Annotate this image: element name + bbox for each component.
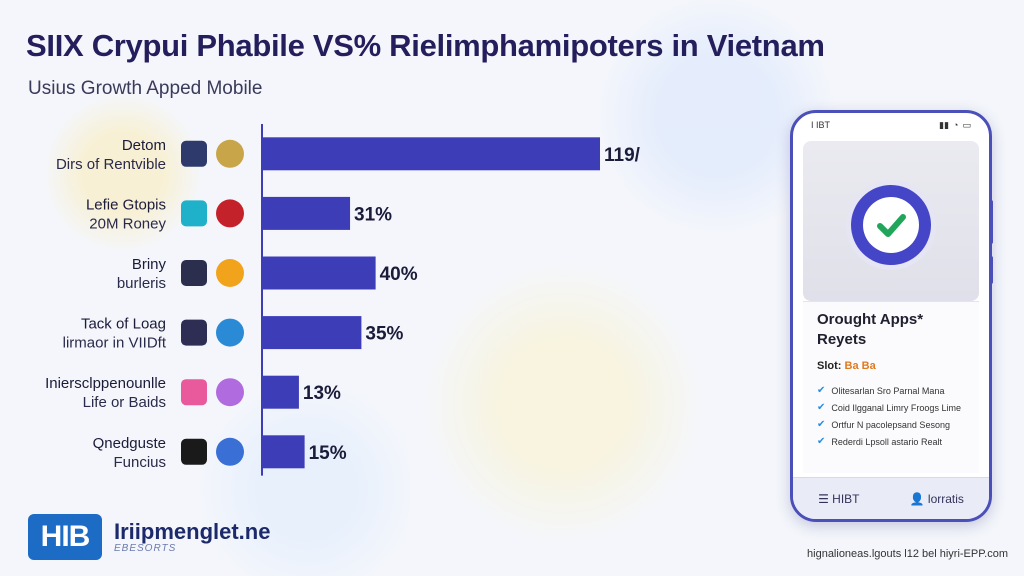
app-icon: [216, 437, 244, 466]
list-item: ✔ Coid Ilgganal Limry Froogs Lime: [817, 402, 961, 413]
check-icon: [877, 214, 906, 237]
category-sublabel: burleris: [117, 275, 166, 292]
category-sublabel: Dirs of Rentvible: [56, 156, 166, 173]
category-label: Qnedguste: [93, 435, 166, 452]
card-sub-value: Ba Ba: [844, 360, 876, 372]
data-label: 40%: [380, 264, 418, 285]
footnote: hignalioneas.lgouts l12 bel hiyri-EPP.co…: [807, 548, 1008, 560]
list-item: ✔ Olitesarlan Sro Parnal Mana: [817, 385, 945, 396]
category-label: Iniersclppenounlle: [45, 375, 166, 392]
app-icon: [216, 259, 244, 287]
category-sublabel: lirmaor in VIIDft: [63, 335, 167, 352]
category-label: Detom: [122, 137, 166, 154]
phone-side-button: [989, 256, 993, 284]
app-icon: [181, 438, 207, 465]
category-sublabel: Life or Baids: [83, 394, 166, 411]
app-icon: [216, 199, 244, 228]
app-icon: [216, 139, 244, 168]
phone-side-button: [989, 200, 993, 244]
bar: [262, 375, 299, 409]
user-icon: 👤: [909, 491, 928, 506]
bar: [262, 316, 362, 350]
card-list: ✔ Olitesarlan Sro Parnal Mana ✔ Coid Ilgga…: [803, 376, 979, 456]
phone-status-bar: I IBT ▮▮ ◔ ▭: [793, 113, 989, 137]
phone-footer: ☰ HIBT 👤 lorratis: [793, 477, 989, 519]
phone-mockup: I IBT ▮▮ ◔ ▭ Orought Apps* Reyets Slot: …: [790, 110, 992, 522]
app-icon: [181, 379, 207, 406]
category-sublabel: 20M Roney: [89, 215, 166, 232]
category-label: Lefie Gtopis: [86, 196, 166, 213]
bar-chart: 119/Detom Dirs of Rentvible 31% Lefie Gtopi…: [45, 124, 641, 476]
category-sublabel: Funcius: [113, 454, 166, 471]
data-label: 13%: [303, 383, 341, 404]
wifi-icon: ◔: [953, 119, 959, 130]
page-subtitle: Usius Growth Apped Mobile: [28, 78, 263, 99]
footer-tab-left[interactable]: ☰ HIBT: [818, 491, 860, 506]
phone-time: I IBT: [811, 120, 831, 130]
brand-logo: HIB: [28, 514, 102, 560]
check-mark-icon: ✔: [817, 419, 826, 430]
app-icon: [181, 140, 207, 167]
page-title: SIIX Crypui Phabile VS% Rielimphamipoter…: [26, 28, 825, 63]
data-label: 15%: [309, 443, 347, 464]
card-sub: Slot: Ba Ba: [803, 350, 979, 376]
check-mark-icon: ✔: [817, 402, 826, 413]
category-label: Briny: [132, 256, 167, 273]
data-label: 31%: [354, 204, 392, 225]
info-card: Orought Apps* Reyets Slot: Ba Ba ✔ Olites…: [803, 301, 979, 473]
category-label: Tack of Loag: [81, 316, 166, 333]
menu-icon: ☰: [818, 491, 833, 506]
brand: HIB Iriipmenglet.ne EBESORTS: [28, 514, 270, 560]
data-label: 35%: [365, 324, 403, 345]
check-mark-icon: ✔: [817, 385, 826, 396]
app-icon: [216, 318, 244, 347]
app-icon: [181, 260, 207, 286]
app-icon: [181, 319, 207, 346]
battery-icon: ▭: [962, 119, 971, 130]
data-label: 119/: [604, 145, 641, 166]
bar: [262, 137, 600, 171]
brand-tagline: EBESORTS: [114, 542, 177, 554]
footer-tab-right[interactable]: 👤 lorratis: [909, 491, 964, 506]
check-badge: [851, 185, 931, 265]
bar: [262, 256, 376, 290]
check-mark-icon: ✔: [817, 436, 826, 447]
signal-icon: ▮▮: [939, 119, 950, 130]
bar: [262, 196, 351, 230]
app-icon: [216, 378, 244, 407]
app-icon: [181, 200, 207, 227]
list-item: ✔ Ortfur N pacolepsand Sesong: [817, 419, 950, 430]
list-item: ✔ Rederdi Lpsoll astario Realt: [817, 436, 942, 447]
card-title: Orought Apps* Reyets: [817, 311, 924, 348]
brand-name: Iriipmenglet.ne: [114, 518, 271, 544]
card-sub-label: Slot:: [817, 360, 842, 372]
bar: [262, 435, 305, 469]
phone-screen: [803, 141, 979, 301]
